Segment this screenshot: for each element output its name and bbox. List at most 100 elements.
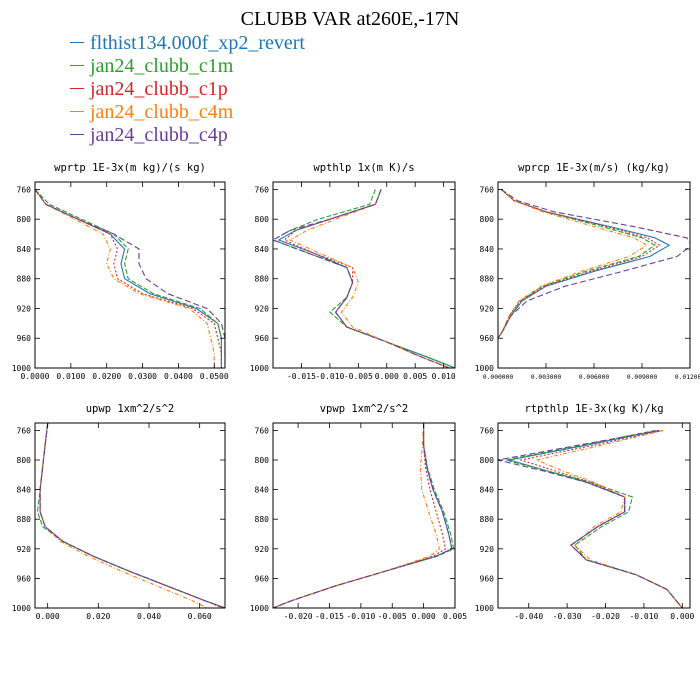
y-tick-label: 880 (255, 515, 270, 524)
series-line (505, 429, 683, 608)
x-tick-label: -0.020 (591, 612, 620, 621)
x-tick-label: 0.009000 (627, 374, 658, 381)
panel-title: upwp 1xm^2/s^2 (86, 403, 175, 415)
x-tick-label: 0.000 (412, 612, 436, 621)
x-tick-label: -0.030 (553, 612, 582, 621)
y-tick-label: 800 (255, 215, 270, 224)
x-tick-label: -0.010 (315, 372, 344, 381)
y-tick-label: 880 (255, 275, 270, 284)
series-line (498, 188, 671, 339)
y-tick-label: 840 (17, 245, 32, 254)
series-line (35, 189, 225, 368)
x-tick-label: 0.040 (137, 612, 161, 621)
legend-label: jan24_clubb_c4p (90, 124, 228, 146)
x-tick-label: 0.0500 (200, 372, 229, 381)
legend-swatch (70, 133, 84, 135)
series-line (509, 429, 683, 608)
series-line (534, 429, 683, 608)
series-line (273, 423, 447, 608)
panel-title: rtpthlp 1E-3x(kg K)/kg (524, 403, 663, 415)
chart-panel: vpwp 1xm^2/s^2 760 800 840 880 920 960 1000 -0.0… (250, 403, 467, 621)
y-tick-label: 800 (255, 456, 270, 465)
panel-title: wprcp 1E-3x(m/s) (kg/kg) (518, 162, 670, 174)
y-tick-label: 920 (480, 304, 495, 313)
y-tick-label: 920 (17, 545, 32, 554)
legend-swatch (70, 64, 84, 66)
x-tick-label: -0.005 (344, 372, 373, 381)
x-tick-label: 0.0000 (21, 372, 50, 381)
x-tick-label: -0.020 (284, 612, 313, 621)
x-tick-label: 0.020 (86, 612, 110, 621)
legend-label: jan24_clubb_c4m (90, 101, 234, 123)
series-line (36, 423, 225, 608)
y-tick-label: 760 (255, 185, 270, 194)
panel-title: vpwp 1xm^2/s^2 (320, 403, 409, 415)
y-tick-label: 1000 (475, 364, 494, 373)
panel-title: wpthlp 1x(m K)/s (313, 162, 414, 174)
y-tick-label: 1000 (475, 604, 494, 613)
y-tick-label: 960 (17, 574, 32, 583)
y-tick-label: 1000 (12, 604, 31, 613)
series-line (498, 188, 690, 339)
y-tick-label: 800 (480, 215, 495, 224)
legend-label: jan24_clubb_c1m (90, 55, 234, 77)
y-tick-label: 920 (255, 545, 270, 554)
y-tick-label: 760 (255, 426, 270, 435)
y-tick-label: 880 (480, 275, 495, 284)
y-tick-label: 1000 (12, 364, 31, 373)
x-tick-label: 0.012000 (675, 374, 700, 381)
series-line (288, 189, 450, 368)
y-tick-label: 760 (480, 185, 495, 194)
series-line (39, 423, 223, 608)
y-tick-label: 960 (255, 574, 270, 583)
y-tick-label: 760 (17, 426, 32, 435)
x-tick-label: 0.0300 (128, 372, 157, 381)
x-tick-label: 0.0400 (164, 372, 193, 381)
x-tick-label: -0.010 (346, 612, 375, 621)
legend: flthist134.000f_xp2_revert jan24_clubb_c… (70, 32, 305, 147)
y-tick-label: 1000 (250, 364, 269, 373)
panel-frame (272, 181, 456, 369)
legend-swatch (70, 41, 84, 43)
series-line (277, 189, 455, 368)
y-tick-label: 880 (17, 275, 32, 284)
legend-swatch (70, 87, 84, 89)
y-tick-label: 840 (17, 486, 32, 495)
y-tick-label: 880 (480, 515, 495, 524)
series-line (273, 423, 453, 608)
panel-frame (272, 422, 456, 609)
series-line (39, 423, 225, 608)
series-line (273, 423, 440, 608)
y-tick-label: 840 (480, 245, 495, 254)
x-tick-label: 0.060 (188, 612, 212, 621)
x-tick-label: 0.0100 (56, 372, 85, 381)
y-tick-label: 960 (480, 334, 495, 343)
y-tick-label: 760 (480, 426, 495, 435)
x-tick-label: 0.010 (432, 372, 456, 381)
series-line (35, 189, 222, 368)
legend-item: jan24_clubb_c1p (70, 78, 305, 101)
legend-item: jan24_clubb_c4m (70, 101, 305, 124)
series-line (498, 188, 661, 339)
y-tick-label: 960 (480, 574, 495, 583)
series-line (518, 429, 683, 608)
series-line (273, 189, 450, 368)
legend-item: jan24_clubb_c4p (70, 124, 305, 147)
y-tick-label: 880 (17, 515, 32, 524)
panel-title: wprtp 1E-3x(m kg)/(s kg) (54, 162, 206, 174)
chart-panel: wprtp 1E-3x(m kg)/(s kg) 760 800 840 880 920 9… (12, 162, 229, 381)
y-tick-label: 960 (17, 334, 32, 343)
x-tick-label: 0.005 (443, 612, 467, 621)
legend-item: jan24_clubb_c1m (70, 55, 305, 78)
panel-frame (34, 422, 226, 609)
y-tick-label: 760 (17, 185, 32, 194)
y-tick-label: 840 (255, 245, 270, 254)
y-tick-label: 1000 (250, 604, 269, 613)
series-line (273, 189, 455, 368)
series-line (498, 188, 656, 339)
legend-label: flthist134.000f_xp2_revert (90, 32, 305, 54)
x-tick-label: 0.000 (375, 372, 399, 381)
y-tick-label: 960 (255, 334, 270, 343)
y-tick-label: 800 (480, 456, 495, 465)
y-tick-label: 920 (17, 304, 32, 313)
